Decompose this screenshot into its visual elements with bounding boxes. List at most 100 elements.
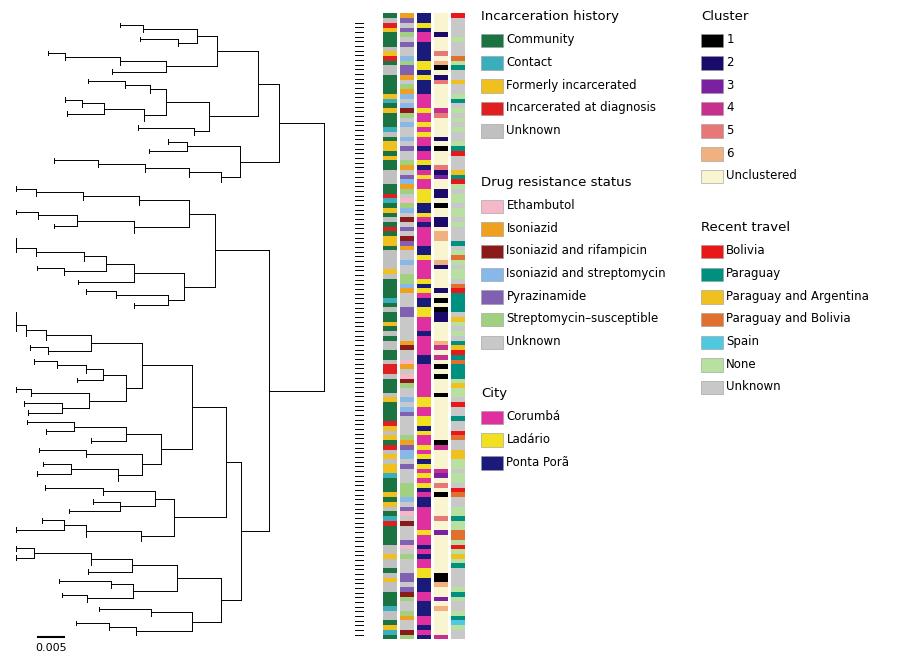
Bar: [417, 483, 431, 488]
Bar: [382, 99, 397, 103]
Bar: [382, 497, 397, 501]
Bar: [400, 545, 414, 549]
Bar: [451, 535, 465, 539]
Bar: [382, 113, 397, 118]
Bar: [434, 184, 448, 188]
Bar: [400, 583, 414, 587]
Bar: [382, 426, 397, 431]
Bar: [417, 597, 431, 601]
Bar: [382, 615, 397, 621]
Bar: [382, 127, 397, 132]
Bar: [382, 308, 397, 312]
Bar: [382, 232, 397, 236]
Text: None: None: [726, 358, 757, 371]
Bar: [417, 246, 431, 250]
Bar: [434, 360, 448, 364]
Bar: [451, 18, 465, 23]
Bar: [400, 260, 414, 264]
Bar: [434, 151, 448, 156]
Text: City: City: [482, 387, 508, 400]
Bar: [400, 212, 414, 217]
Bar: [400, 464, 414, 469]
Bar: [417, 469, 431, 474]
Bar: [434, 350, 448, 355]
Bar: [382, 165, 397, 170]
Bar: [451, 492, 465, 497]
Text: 6: 6: [726, 147, 734, 160]
Bar: [382, 469, 397, 474]
Bar: [400, 94, 414, 99]
Bar: [434, 326, 448, 331]
Bar: [434, 75, 448, 80]
Bar: [417, 27, 431, 32]
Bar: [434, 174, 448, 179]
Bar: [451, 284, 465, 288]
Bar: [400, 360, 414, 364]
Bar: [400, 302, 414, 308]
Bar: [400, 75, 414, 80]
Bar: [451, 497, 465, 501]
Bar: [451, 606, 465, 611]
Bar: [451, 364, 465, 369]
Bar: [417, 127, 431, 132]
Bar: [382, 274, 397, 279]
Bar: [400, 573, 414, 577]
Bar: [400, 407, 414, 412]
Bar: [451, 174, 465, 179]
Bar: [382, 236, 397, 241]
Bar: [451, 108, 465, 113]
Text: Incarcerated at diagnosis: Incarcerated at diagnosis: [507, 101, 656, 115]
Bar: [451, 350, 465, 355]
Bar: [382, 563, 397, 568]
Bar: [451, 511, 465, 516]
Bar: [451, 501, 465, 507]
Bar: [400, 42, 414, 47]
Bar: [451, 478, 465, 483]
Bar: [451, 360, 465, 364]
Bar: [417, 383, 431, 388]
Bar: [434, 274, 448, 279]
Bar: [451, 345, 465, 350]
Bar: [417, 118, 431, 123]
Bar: [451, 298, 465, 302]
Bar: [417, 611, 431, 615]
Bar: [417, 345, 431, 350]
Bar: [400, 27, 414, 32]
Bar: [382, 445, 397, 450]
Bar: [382, 23, 397, 27]
Bar: [400, 474, 414, 478]
Bar: [434, 507, 448, 511]
Bar: [400, 127, 414, 132]
Bar: [451, 99, 465, 103]
Text: Streptomycin–susceptible: Streptomycin–susceptible: [507, 312, 659, 326]
Bar: [417, 516, 431, 521]
Bar: [382, 141, 397, 146]
Bar: [382, 587, 397, 592]
Bar: [400, 32, 414, 37]
Bar: [382, 246, 397, 250]
Bar: [434, 573, 448, 577]
Bar: [382, 264, 397, 270]
Bar: [451, 194, 465, 198]
Bar: [417, 407, 431, 412]
Bar: [400, 402, 414, 407]
Bar: [434, 535, 448, 539]
Bar: [451, 47, 465, 51]
Bar: [400, 440, 414, 445]
Bar: [434, 51, 448, 56]
Bar: [400, 279, 414, 284]
Bar: [417, 606, 431, 611]
Bar: [451, 539, 465, 545]
Bar: [417, 421, 431, 426]
Bar: [451, 440, 465, 445]
Bar: [434, 32, 448, 37]
Bar: [400, 478, 414, 483]
Bar: [382, 516, 397, 521]
Bar: [417, 554, 431, 559]
Bar: [417, 559, 431, 563]
Bar: [434, 345, 448, 350]
Bar: [400, 274, 414, 279]
Bar: [400, 108, 414, 113]
Bar: [417, 388, 431, 393]
Bar: [434, 312, 448, 317]
